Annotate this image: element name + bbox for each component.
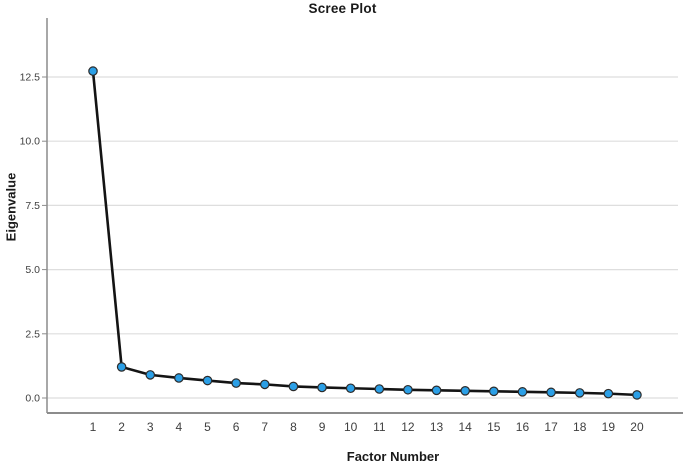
x-tick-label: 19: [602, 420, 616, 434]
data-point-marker: [259, 379, 270, 390]
data-point-marker: [460, 386, 470, 396]
data-point-marker: [489, 386, 499, 397]
x-tick-label: 20: [630, 420, 644, 434]
data-point-marker: [374, 384, 385, 394]
data-point-marker: [517, 387, 528, 397]
x-tick-label: 15: [487, 420, 501, 434]
data-point-marker: [231, 378, 241, 388]
y-tick-label: 10.0: [20, 136, 41, 148]
y-tick-label: 12.5: [20, 72, 41, 84]
x-axis-title: Factor Number: [346, 449, 440, 464]
eigenvalue-line-series: [91, 69, 639, 397]
y-tick-label: 5.0: [25, 264, 40, 276]
data-point-marker: [88, 66, 98, 76]
data-point-marker: [116, 362, 127, 372]
y-tick-label: 0.0: [25, 393, 40, 405]
data-point-marker: [317, 382, 327, 393]
data-point-marker: [546, 387, 556, 398]
x-tick-label: 18: [573, 420, 587, 434]
data-point-marker: [603, 388, 614, 399]
y-tick-label: 2.5: [25, 328, 40, 340]
data-point-marker: [403, 384, 413, 395]
x-tick-label: 11: [373, 420, 386, 434]
data-point-marker: [174, 373, 184, 383]
x-tick-label: 8: [290, 420, 297, 434]
x-tick-label: 13: [430, 420, 444, 434]
x-tick-label: 7: [261, 420, 268, 434]
x-tick-label: 6: [233, 420, 240, 434]
x-tick-label: 10: [344, 420, 358, 434]
data-point-marker: [288, 381, 299, 392]
x-tick-label: 3: [147, 420, 154, 434]
data-point-marker: [632, 390, 642, 400]
chart-title: Scree Plot: [308, 1, 377, 16]
x-tick-label: 17: [544, 420, 558, 434]
x-tick-label: 2: [118, 420, 125, 434]
data-point-marker: [431, 385, 442, 396]
x-tick-label: 9: [319, 420, 326, 434]
data-point-marker: [202, 375, 213, 386]
x-tick-label: 12: [401, 420, 415, 434]
x-tick-label: 14: [459, 420, 473, 434]
y-tick-label: 7.5: [25, 200, 40, 212]
x-tick-label: 4: [176, 420, 183, 434]
x-tick-label: 16: [516, 420, 530, 434]
data-point-marker: [145, 370, 156, 380]
x-tick-label: 1: [90, 420, 97, 434]
x-tick-label: 5: [204, 420, 211, 434]
data-point-marker: [574, 388, 585, 398]
data-point-marker: [345, 383, 356, 394]
